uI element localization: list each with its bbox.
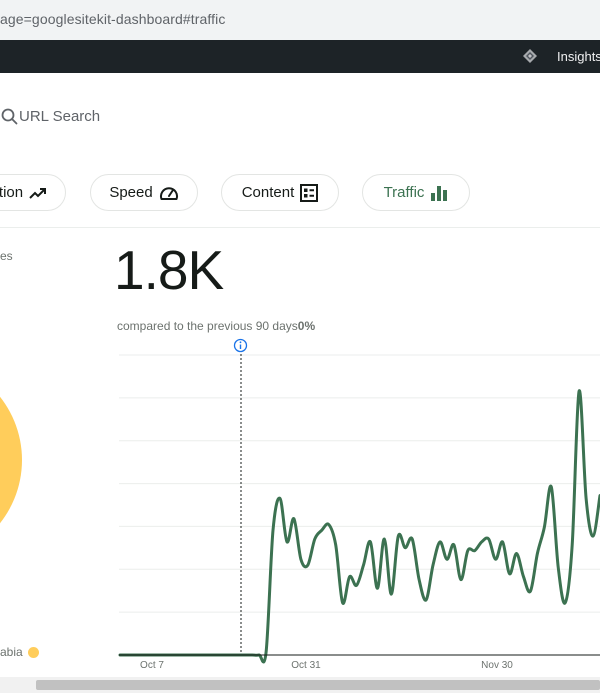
pie-legend-item: abia	[0, 645, 39, 659]
chart-gridlines	[119, 354, 600, 613]
tab-speed[interactable]: Speed	[90, 174, 198, 211]
site-kit-diamond-icon[interactable]	[522, 48, 538, 64]
tab-traffic-label: Traffic	[383, 184, 425, 201]
tab-content-label: Content	[241, 184, 295, 201]
pie-slice[interactable]	[0, 358, 22, 562]
legend-swatch	[27, 646, 39, 658]
legend-label: abia	[0, 645, 23, 659]
horizontal-scrollbar[interactable]	[0, 677, 600, 693]
tab-acquisition[interactable]: tion	[0, 174, 66, 211]
x-tick-label: Nov 30	[481, 660, 513, 671]
x-tick-label: Oct 31	[291, 660, 321, 671]
section-divider	[0, 227, 600, 228]
info-icon[interactable]	[233, 338, 248, 353]
insights-menu[interactable]: Insights	[557, 49, 600, 64]
metric-value: 1.8K	[114, 239, 224, 301]
bar-chart-icon	[430, 184, 448, 202]
tab-acquisition-label: tion	[0, 184, 24, 201]
tab-speed-label: Speed	[109, 184, 153, 201]
left-panel-title: es	[0, 249, 13, 263]
search-icon	[1, 108, 18, 125]
comparison-text: compared to the previous 90 days	[117, 319, 298, 333]
url-search-button[interactable]: URL Search	[0, 105, 100, 127]
tab-content[interactable]: Content	[221, 174, 339, 211]
browser-address-bar[interactable]: age=googlesitekit-dashboard#traffic	[0, 0, 600, 40]
x-tick-label: Oct 7	[140, 660, 164, 671]
trending-up-icon	[29, 187, 47, 199]
tab-traffic[interactable]: Traffic	[362, 174, 470, 211]
url-search-label: URL Search	[19, 107, 101, 125]
wp-admin-bar: Insights	[0, 40, 600, 73]
comparison-change: 0%	[297, 319, 316, 333]
speedometer-icon	[159, 185, 179, 201]
content-list-icon	[300, 183, 319, 202]
url-text[interactable]: age=googlesitekit-dashboard#traffic	[0, 11, 226, 27]
metric-comparison: compared to the previous 90 days0%	[117, 319, 315, 333]
scrollbar-thumb[interactable]	[36, 680, 600, 690]
